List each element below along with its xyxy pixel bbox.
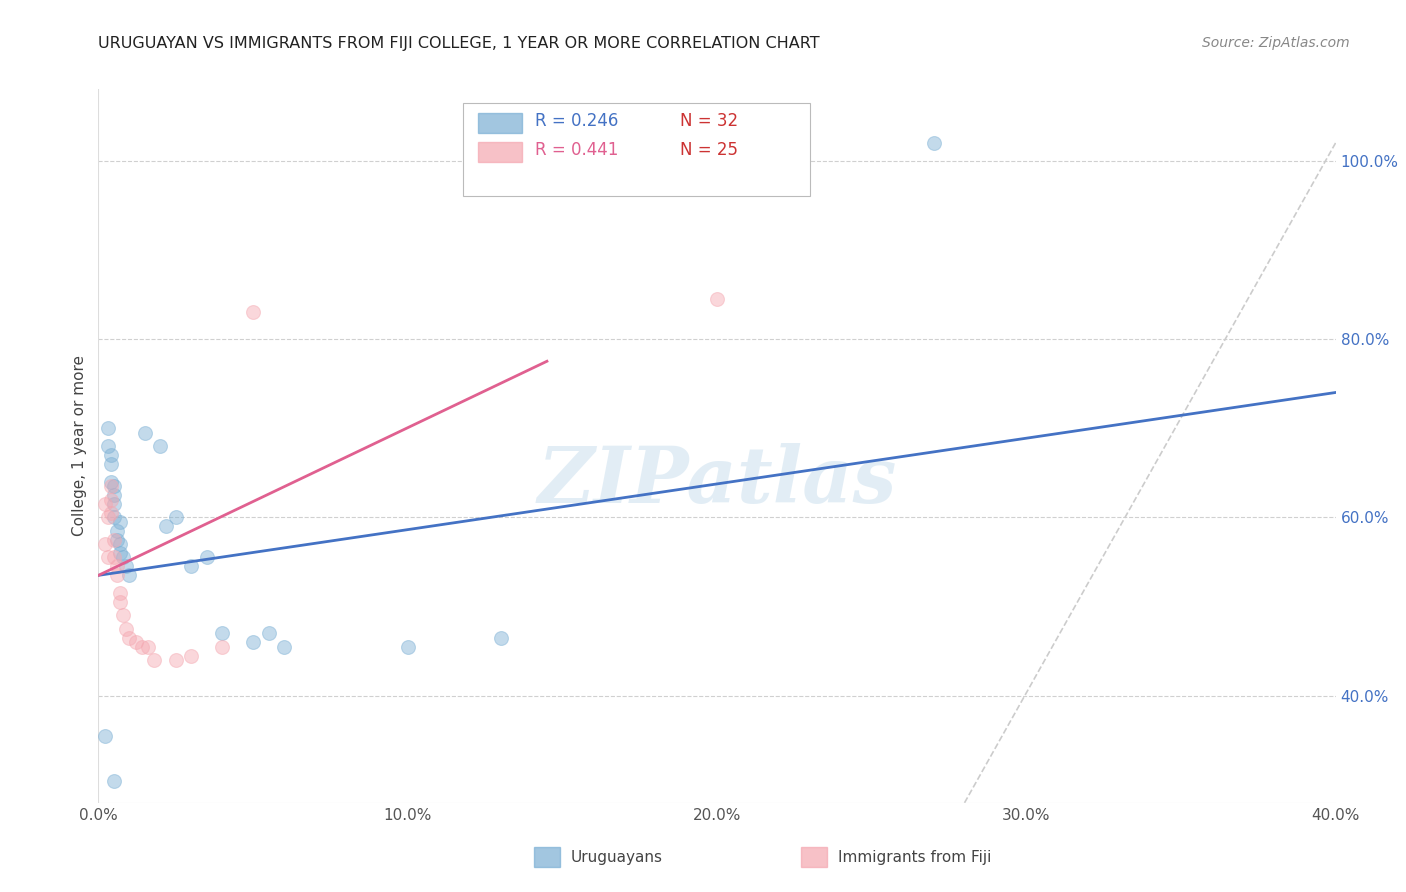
Point <box>115 622 138 636</box>
Point <box>100 506 122 520</box>
Point <box>100 492 122 507</box>
Point <box>211 626 233 640</box>
Point <box>108 595 131 609</box>
Point <box>242 305 264 319</box>
Point <box>93 729 115 743</box>
Point <box>257 626 280 640</box>
Point <box>124 635 146 649</box>
Point <box>103 533 125 547</box>
Y-axis label: College, 1 year or more: College, 1 year or more <box>72 356 87 536</box>
Point <box>180 648 202 663</box>
Text: Immigrants from Fiji: Immigrants from Fiji <box>838 850 991 864</box>
Point <box>103 510 125 524</box>
Text: N = 32: N = 32 <box>681 112 738 130</box>
Text: N = 25: N = 25 <box>681 141 738 159</box>
Point <box>149 439 172 453</box>
Point <box>103 497 125 511</box>
Point <box>97 421 120 435</box>
Point <box>143 653 166 667</box>
Point <box>112 550 135 565</box>
Text: Source: ZipAtlas.com: Source: ZipAtlas.com <box>1202 36 1350 50</box>
Text: R = 0.441: R = 0.441 <box>536 141 619 159</box>
Point <box>103 479 125 493</box>
Point <box>108 515 131 529</box>
Point <box>131 640 153 654</box>
Point <box>136 640 159 654</box>
Point <box>100 475 122 489</box>
Point <box>165 510 187 524</box>
Point <box>103 550 125 565</box>
Point <box>105 568 128 582</box>
Point <box>93 537 115 551</box>
Text: Uruguayans: Uruguayans <box>571 850 662 864</box>
Point <box>100 479 122 493</box>
Point <box>118 631 141 645</box>
Point <box>706 292 728 306</box>
Point <box>489 631 512 645</box>
Point <box>273 640 295 654</box>
Point <box>97 510 120 524</box>
Point <box>105 524 128 538</box>
Point <box>180 559 202 574</box>
Point <box>93 497 115 511</box>
Point <box>100 448 122 462</box>
Text: URUGUAYAN VS IMMIGRANTS FROM FIJI COLLEGE, 1 YEAR OR MORE CORRELATION CHART: URUGUAYAN VS IMMIGRANTS FROM FIJI COLLEG… <box>98 36 820 51</box>
Point <box>242 635 264 649</box>
Point <box>195 550 218 565</box>
Point <box>118 568 141 582</box>
Point <box>105 533 128 547</box>
Point <box>922 136 945 150</box>
Point <box>103 773 125 788</box>
Point <box>396 640 419 654</box>
Text: R = 0.246: R = 0.246 <box>536 112 619 130</box>
Point <box>112 608 135 623</box>
Point <box>211 640 233 654</box>
FancyBboxPatch shape <box>478 142 522 162</box>
Text: ZIPatlas: ZIPatlas <box>537 443 897 520</box>
Point <box>115 559 138 574</box>
Point <box>100 457 122 471</box>
FancyBboxPatch shape <box>478 113 522 134</box>
Point <box>134 425 156 440</box>
FancyBboxPatch shape <box>464 103 810 196</box>
Point <box>97 550 120 565</box>
Point <box>108 546 131 560</box>
Point <box>97 439 120 453</box>
Point <box>165 653 187 667</box>
Point <box>155 519 177 533</box>
Point <box>108 537 131 551</box>
Point <box>105 559 128 574</box>
Point <box>108 586 131 600</box>
Point <box>103 488 125 502</box>
